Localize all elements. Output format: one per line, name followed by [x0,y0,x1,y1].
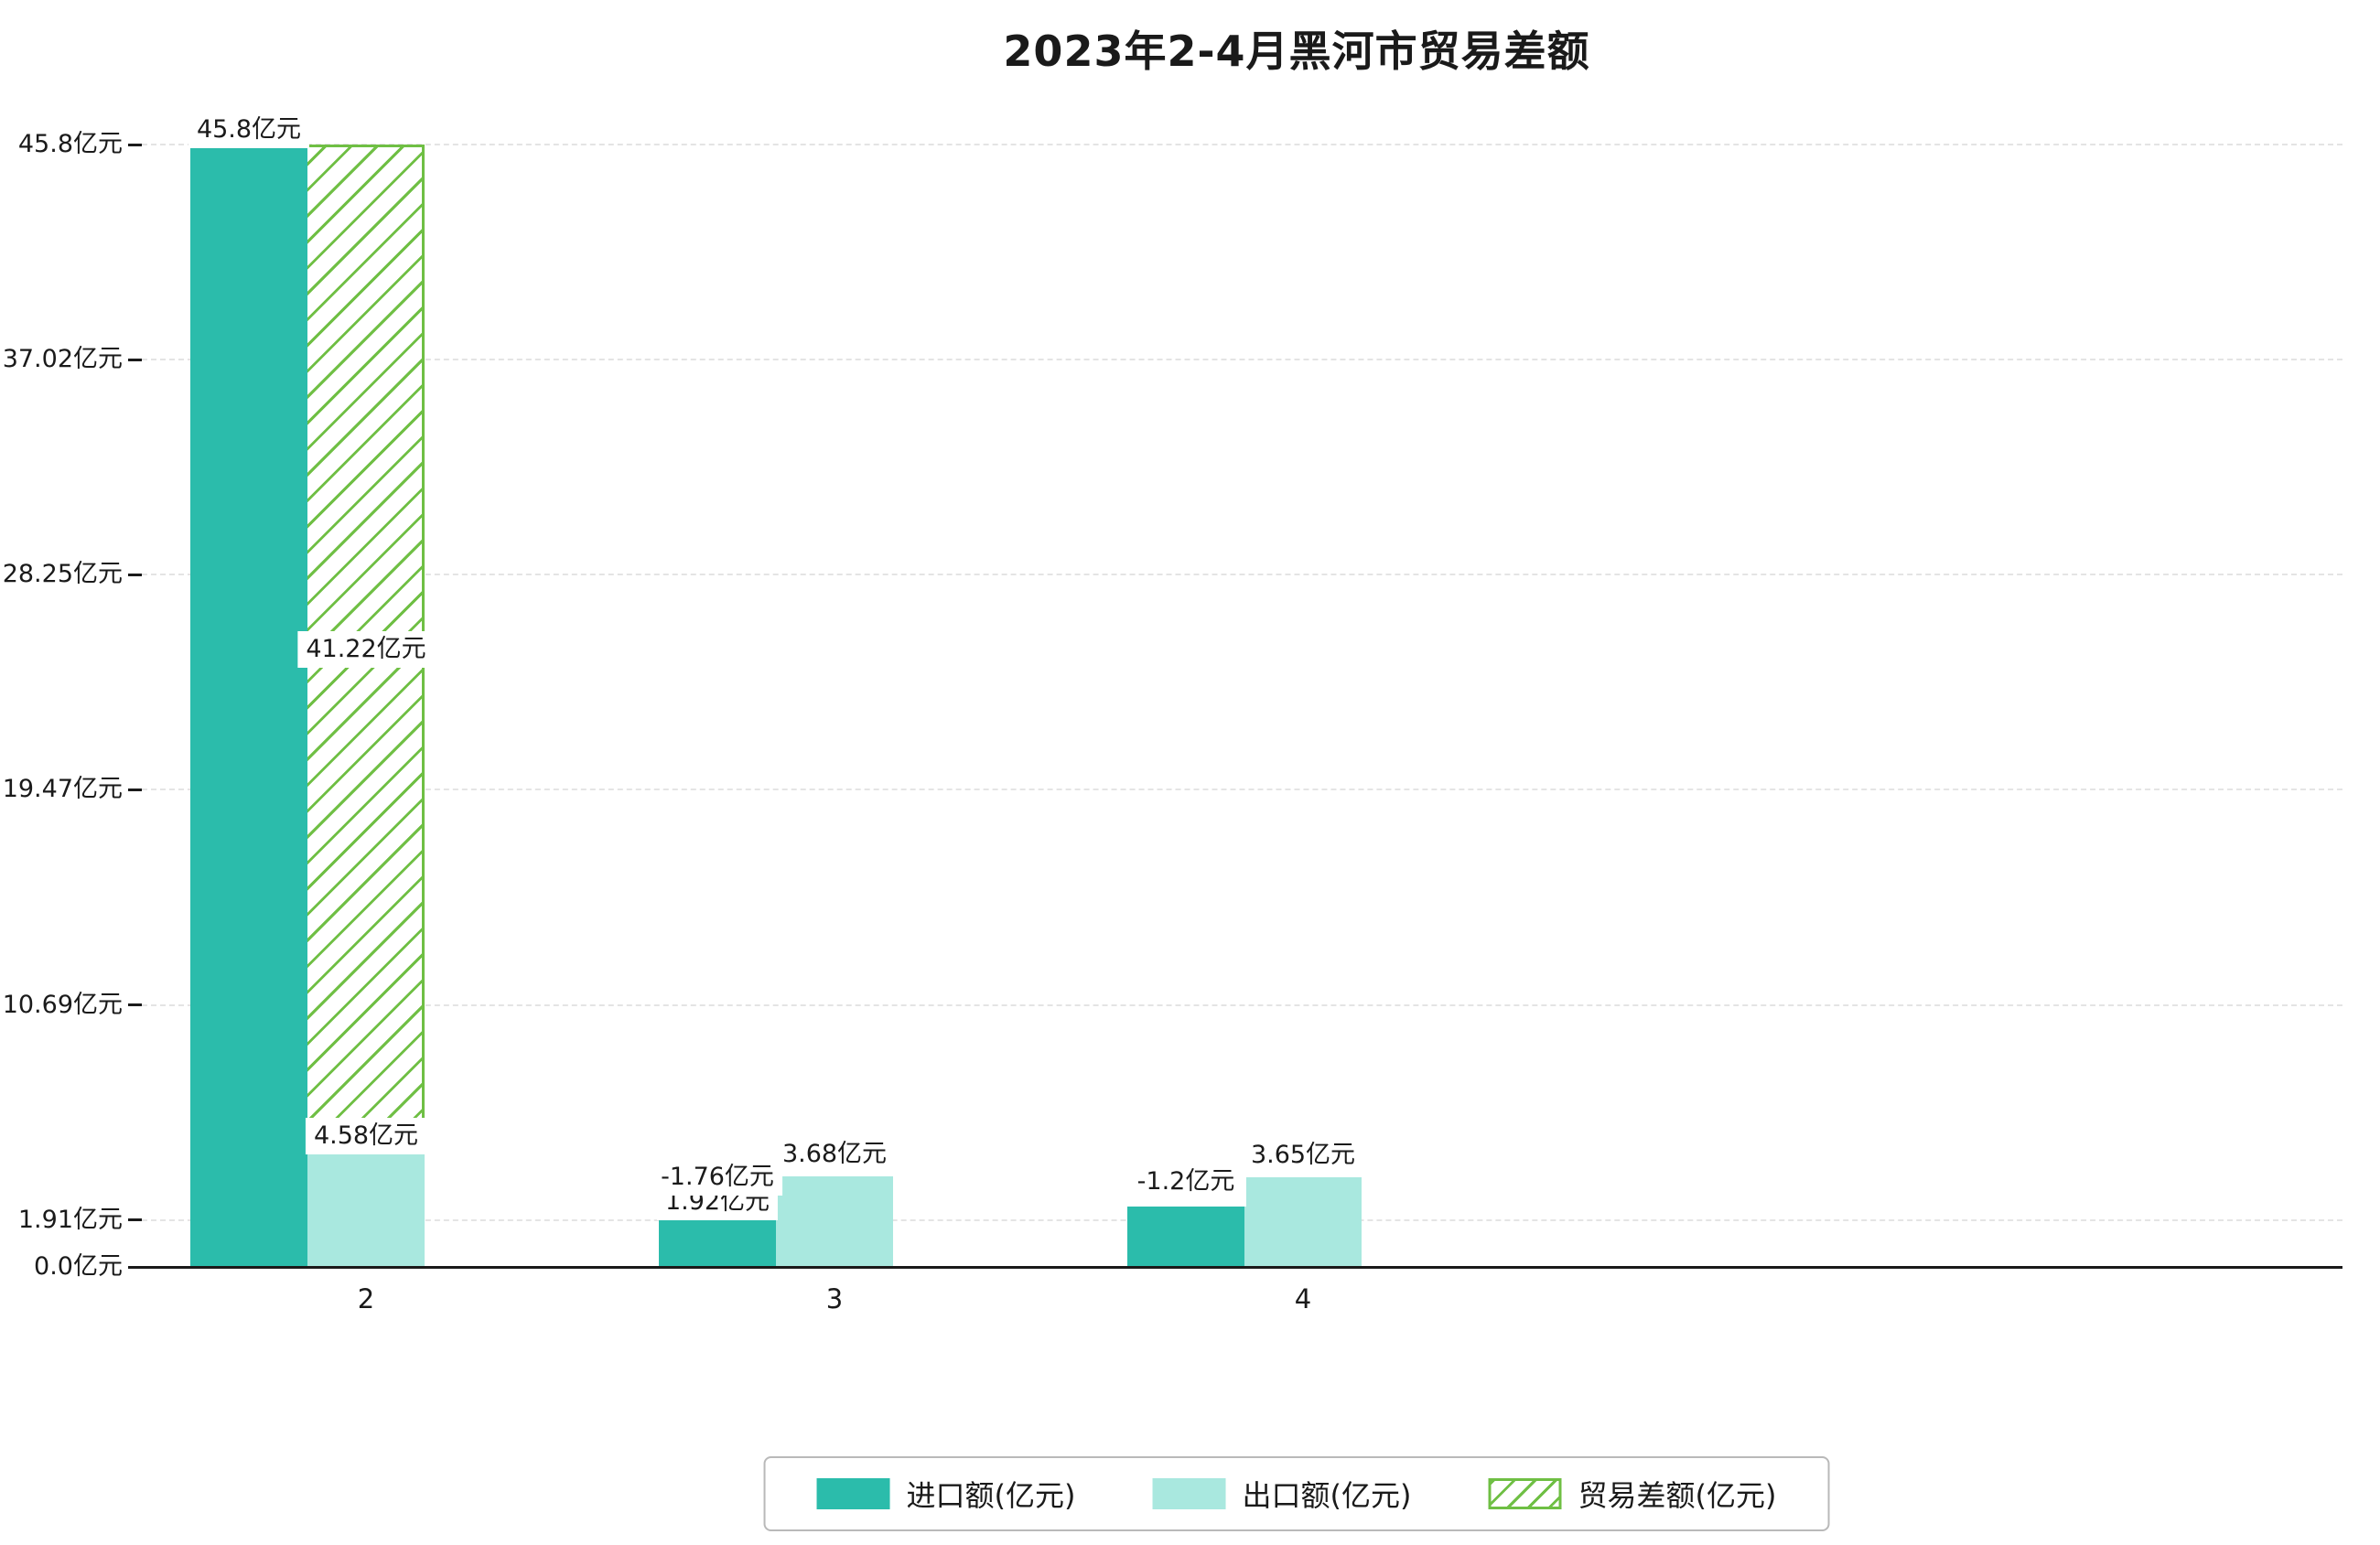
bar-import-month-4 [1127,1207,1244,1267]
y-axis-tick-label: 45.8亿元 [17,130,123,158]
bar-value-label: 3.68亿元 [773,1135,896,1173]
y-axis-tick-label: 28.25亿元 [2,560,123,589]
bar-import-month-2 [190,145,307,1267]
y-axis-tick-label: 10.69亿元 [2,990,123,1019]
bar-value-label: 45.8亿元 [188,111,310,148]
gridline [142,144,2342,145]
chart-title: 2023年2-4月黑河市贸易差额 [1003,27,1590,76]
legend-label: 出口额(亿元) [1242,1478,1412,1513]
y-axis-tick-mark [128,358,142,361]
y-axis-tick-label: 37.02亿元 [2,345,123,374]
legend-swatch-export [1152,1478,1226,1509]
y-axis-tick-mark [128,1265,142,1269]
x-axis-line [142,1266,2342,1269]
y-axis-tick-label: 0.0亿元 [34,1252,123,1281]
legend: 进口额(亿元) 出口额(亿元) 贸易差额(亿元) [763,1456,1830,1531]
legend-item: 进口额(亿元) [816,1473,1076,1515]
gridline [142,789,2342,791]
y-axis-tick-mark [128,1003,142,1007]
x-axis-tick-label: 2 [357,1283,375,1314]
legend-item: 出口额(亿元) [1152,1473,1412,1515]
y-axis-tick-label: 1.91亿元 [17,1205,123,1234]
bar-import-month-3 [659,1219,776,1267]
y-axis-tick-mark [128,1218,142,1222]
x-axis-tick-label: 3 [825,1283,844,1314]
legend-swatch-balance-hatch [1488,1478,1562,1509]
bar-export-month-4 [1244,1177,1362,1267]
bar-value-label: -1.2亿元 [1128,1164,1244,1201]
x-axis-tick-label: 4 [1294,1283,1312,1314]
bar-value-label: 41.22亿元 [297,630,435,668]
gridline [142,574,2342,576]
bar-value-label: 3.65亿元 [1242,1137,1364,1175]
gridline [142,359,2342,361]
y-axis-tick-mark [128,573,142,576]
y-axis-tick-label: 19.47亿元 [2,775,123,804]
gridline [142,1003,2342,1006]
y-axis-tick-mark [128,788,142,791]
legend-item: 贸易差额(亿元) [1488,1473,1776,1515]
legend-label: 贸易差额(亿元) [1578,1478,1777,1513]
y-axis-tick-mark [128,143,142,146]
bar-export-month-3 [776,1176,893,1267]
bar-value-label: 4.58亿元 [305,1117,427,1154]
bar-value-label: -1.76亿元 [652,1158,782,1196]
legend-swatch-import [816,1478,890,1509]
bar-export-month-2 [307,1154,425,1267]
legend-label: 进口额(亿元) [906,1478,1076,1513]
